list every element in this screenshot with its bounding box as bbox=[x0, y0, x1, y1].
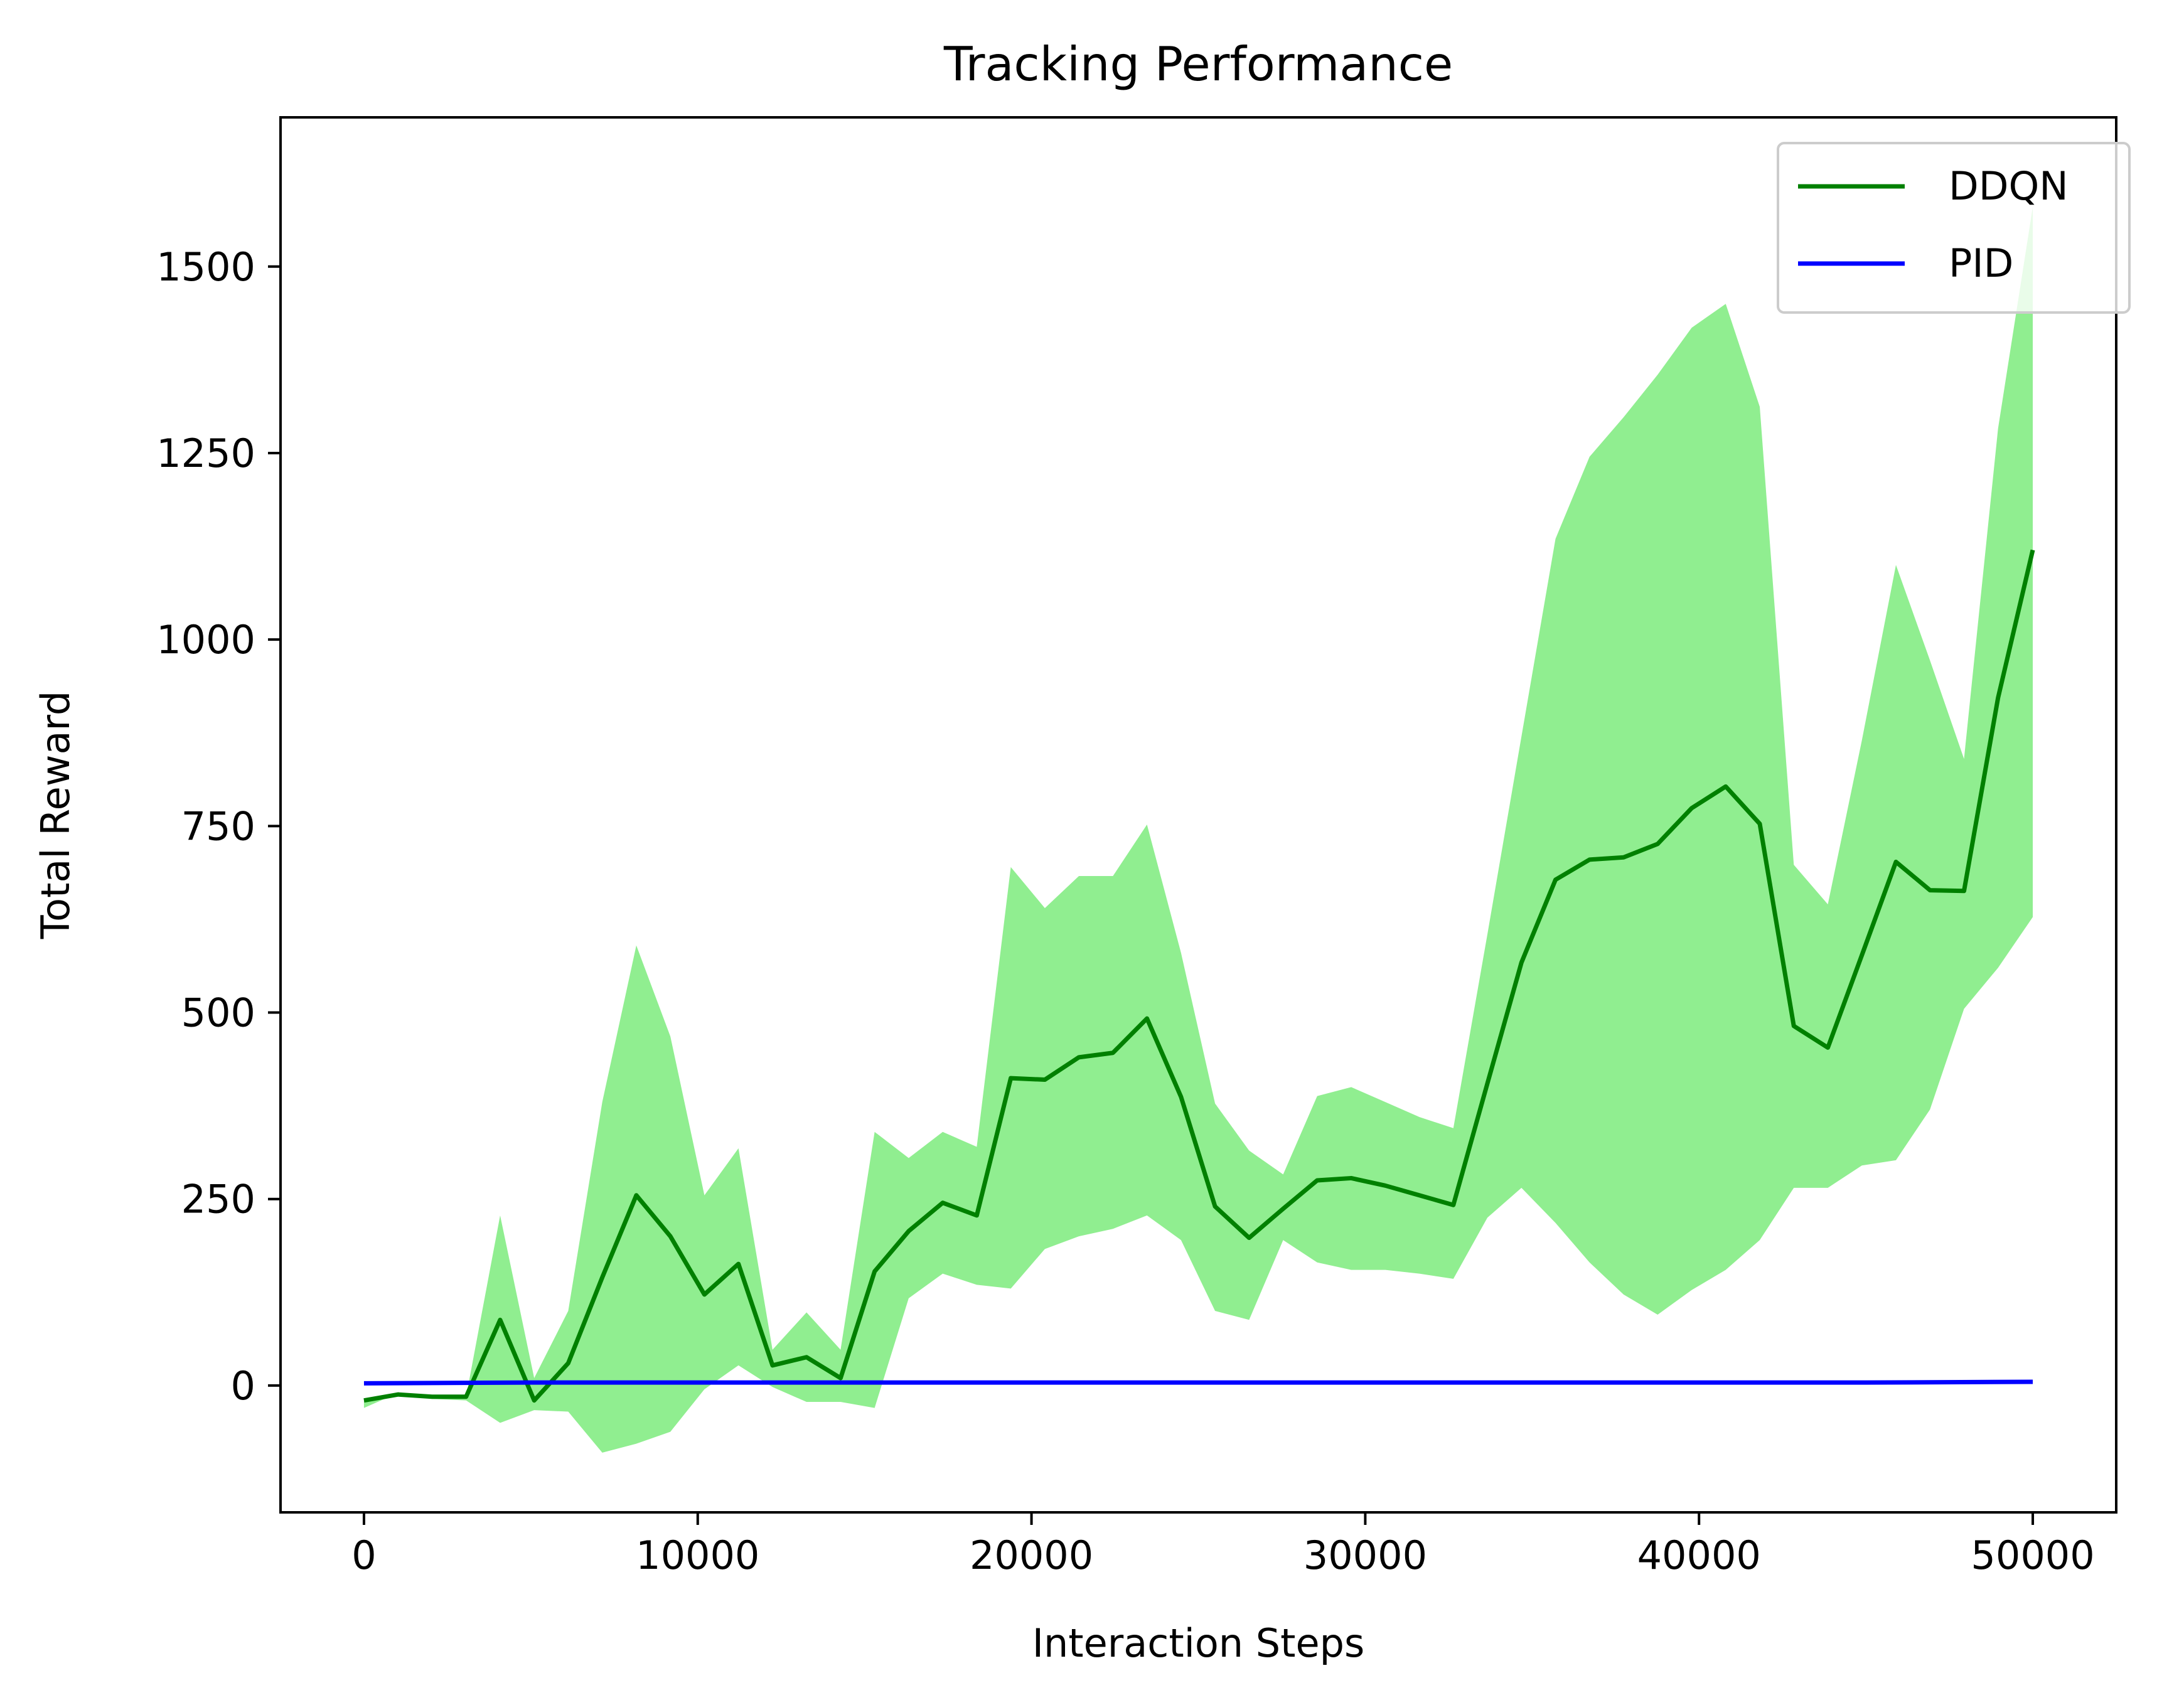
series-lines-layer bbox=[363, 549, 2035, 1403]
plot-frame bbox=[279, 116, 2117, 1514]
x-tick-label: 30000 bbox=[1303, 1532, 1427, 1578]
legend-ddqn-label: DDQN bbox=[1949, 163, 2069, 209]
y-tick-label: 500 bbox=[181, 990, 255, 1036]
x-tick-label: 10000 bbox=[636, 1532, 759, 1578]
x-axis-label: Interaction Steps bbox=[1032, 1620, 1365, 1666]
chart-title: Tracking Performance bbox=[943, 36, 1453, 92]
y-tick-label: 1250 bbox=[156, 430, 255, 476]
x-tick-label: 0 bbox=[351, 1532, 376, 1578]
y-axis-label: Total Reward bbox=[33, 691, 78, 939]
x-axis-ticks: 0 10000 20000 30000 40000 50000 bbox=[351, 1512, 2095, 1578]
y-tick-label: 0 bbox=[231, 1363, 255, 1409]
x-tick-label: 20000 bbox=[970, 1532, 1093, 1578]
y-tick-label: 1500 bbox=[156, 244, 255, 290]
x-tick-label: 40000 bbox=[1637, 1532, 1761, 1578]
y-tick-label: 750 bbox=[181, 803, 255, 849]
y-axis-ticks: 0 250 500 750 1000 1250 1500 bbox=[156, 244, 281, 1409]
ddqn-confidence-band bbox=[363, 206, 2033, 1453]
legend: DDQN PID bbox=[1777, 142, 2131, 314]
pid-series-line bbox=[363, 1379, 2033, 1386]
y-tick-label: 250 bbox=[181, 1177, 255, 1222]
legend-pid-label: PID bbox=[1949, 240, 2013, 286]
ddqn-confidence-band-layer bbox=[363, 206, 2033, 1453]
ddqn-series-line bbox=[363, 549, 2035, 1403]
y-tick-label: 1000 bbox=[156, 617, 255, 663]
x-tick-label: 50000 bbox=[1971, 1532, 2094, 1578]
